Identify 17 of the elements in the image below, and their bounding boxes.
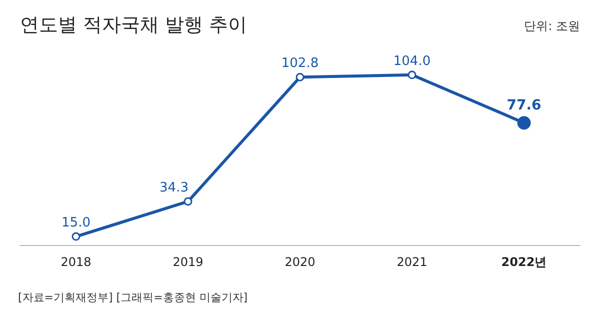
chart-title: 연도별 적자국채 발행 추이	[20, 13, 248, 38]
text: 단위: 조원	[524, 18, 580, 35]
point	[408, 70, 416, 80]
data-label: 15.0	[62, 215, 90, 230]
x-tick-label: 2019	[172, 254, 204, 269]
point	[296, 72, 304, 82]
point	[72, 232, 80, 241]
x-tick-label: 2022년	[501, 254, 547, 269]
data-label: 34.3	[160, 180, 188, 196]
point	[184, 197, 192, 206]
text: [자료=기획재정부] [그래픽=홍종현 미술기자]	[18, 290, 248, 305]
x-tick-label: 2021	[396, 254, 428, 269]
data-label: 102.8	[281, 56, 319, 71]
data-label: 104.0	[393, 54, 431, 69]
x-tick-label: 2020	[284, 254, 316, 269]
data-label: 77.6	[506, 97, 542, 114]
x-tick-label: 2018	[60, 254, 92, 269]
